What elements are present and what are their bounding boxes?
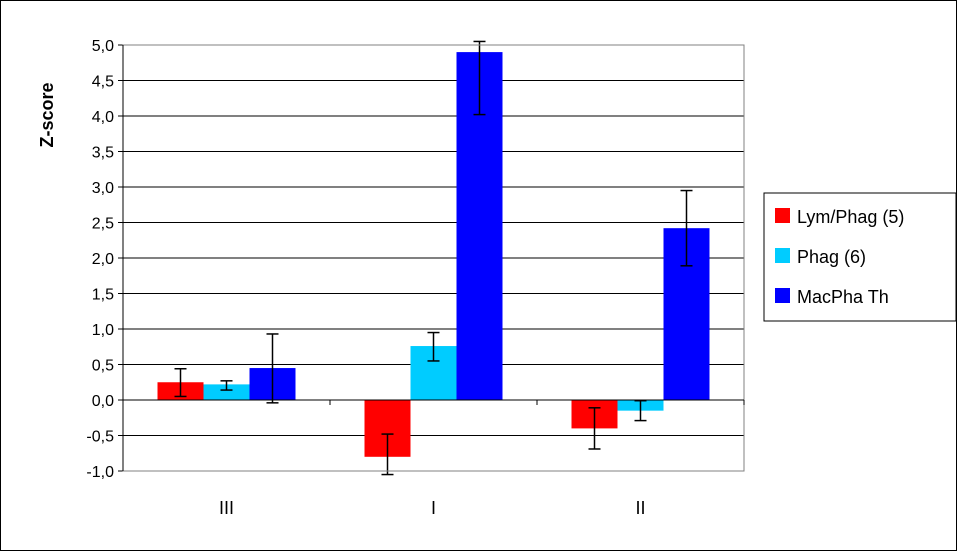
legend-swatch [775, 208, 790, 223]
y-tick-label: 3,0 [92, 180, 114, 197]
legend-label: Lym/Phag (5) [797, 207, 904, 227]
x-tick-label: II [635, 498, 645, 518]
legend: Lym/Phag (5) Phag (6) MacPha Th [763, 192, 957, 322]
y-tick-label: 0,0 [92, 393, 114, 410]
bar-2-1 [203, 384, 250, 400]
legend-swatch [775, 248, 790, 263]
x-tick-label: I [431, 498, 436, 518]
y-tick-label: 4,5 [92, 74, 114, 91]
y-tick-labels: -1,0 -0,5 0,0 0,5 1,0 1,5 2,0 2,5 3,0 3,5 4,0 4,5 5,… [86, 38, 114, 481]
y-tick-label: 1,5 [92, 287, 114, 304]
y-tick-label: 2,5 [92, 216, 114, 233]
x-tick-labels: III I II [219, 498, 646, 518]
y-tick-label: 0,5 [92, 358, 114, 375]
y-axis-label: Z-score [37, 82, 57, 147]
y-tick-label: 2,0 [92, 251, 114, 268]
y-tick-label: 4,0 [92, 109, 114, 126]
x-tick-label: III [219, 498, 234, 518]
y-tick-label: 3,5 [92, 145, 114, 162]
axes [118, 44, 745, 472]
y-tick-label: 5,0 [92, 38, 114, 55]
legend-label: Phag (6) [797, 247, 866, 267]
y-tick-label: 1,0 [92, 322, 114, 339]
error-bars [174, 40, 693, 476]
y-tick-label: -0,5 [86, 429, 114, 446]
legend-label: MacPha Th [797, 287, 889, 307]
legend-swatch [775, 288, 790, 303]
legend-box [763, 192, 957, 322]
y-tick-label: -1,0 [86, 464, 114, 481]
